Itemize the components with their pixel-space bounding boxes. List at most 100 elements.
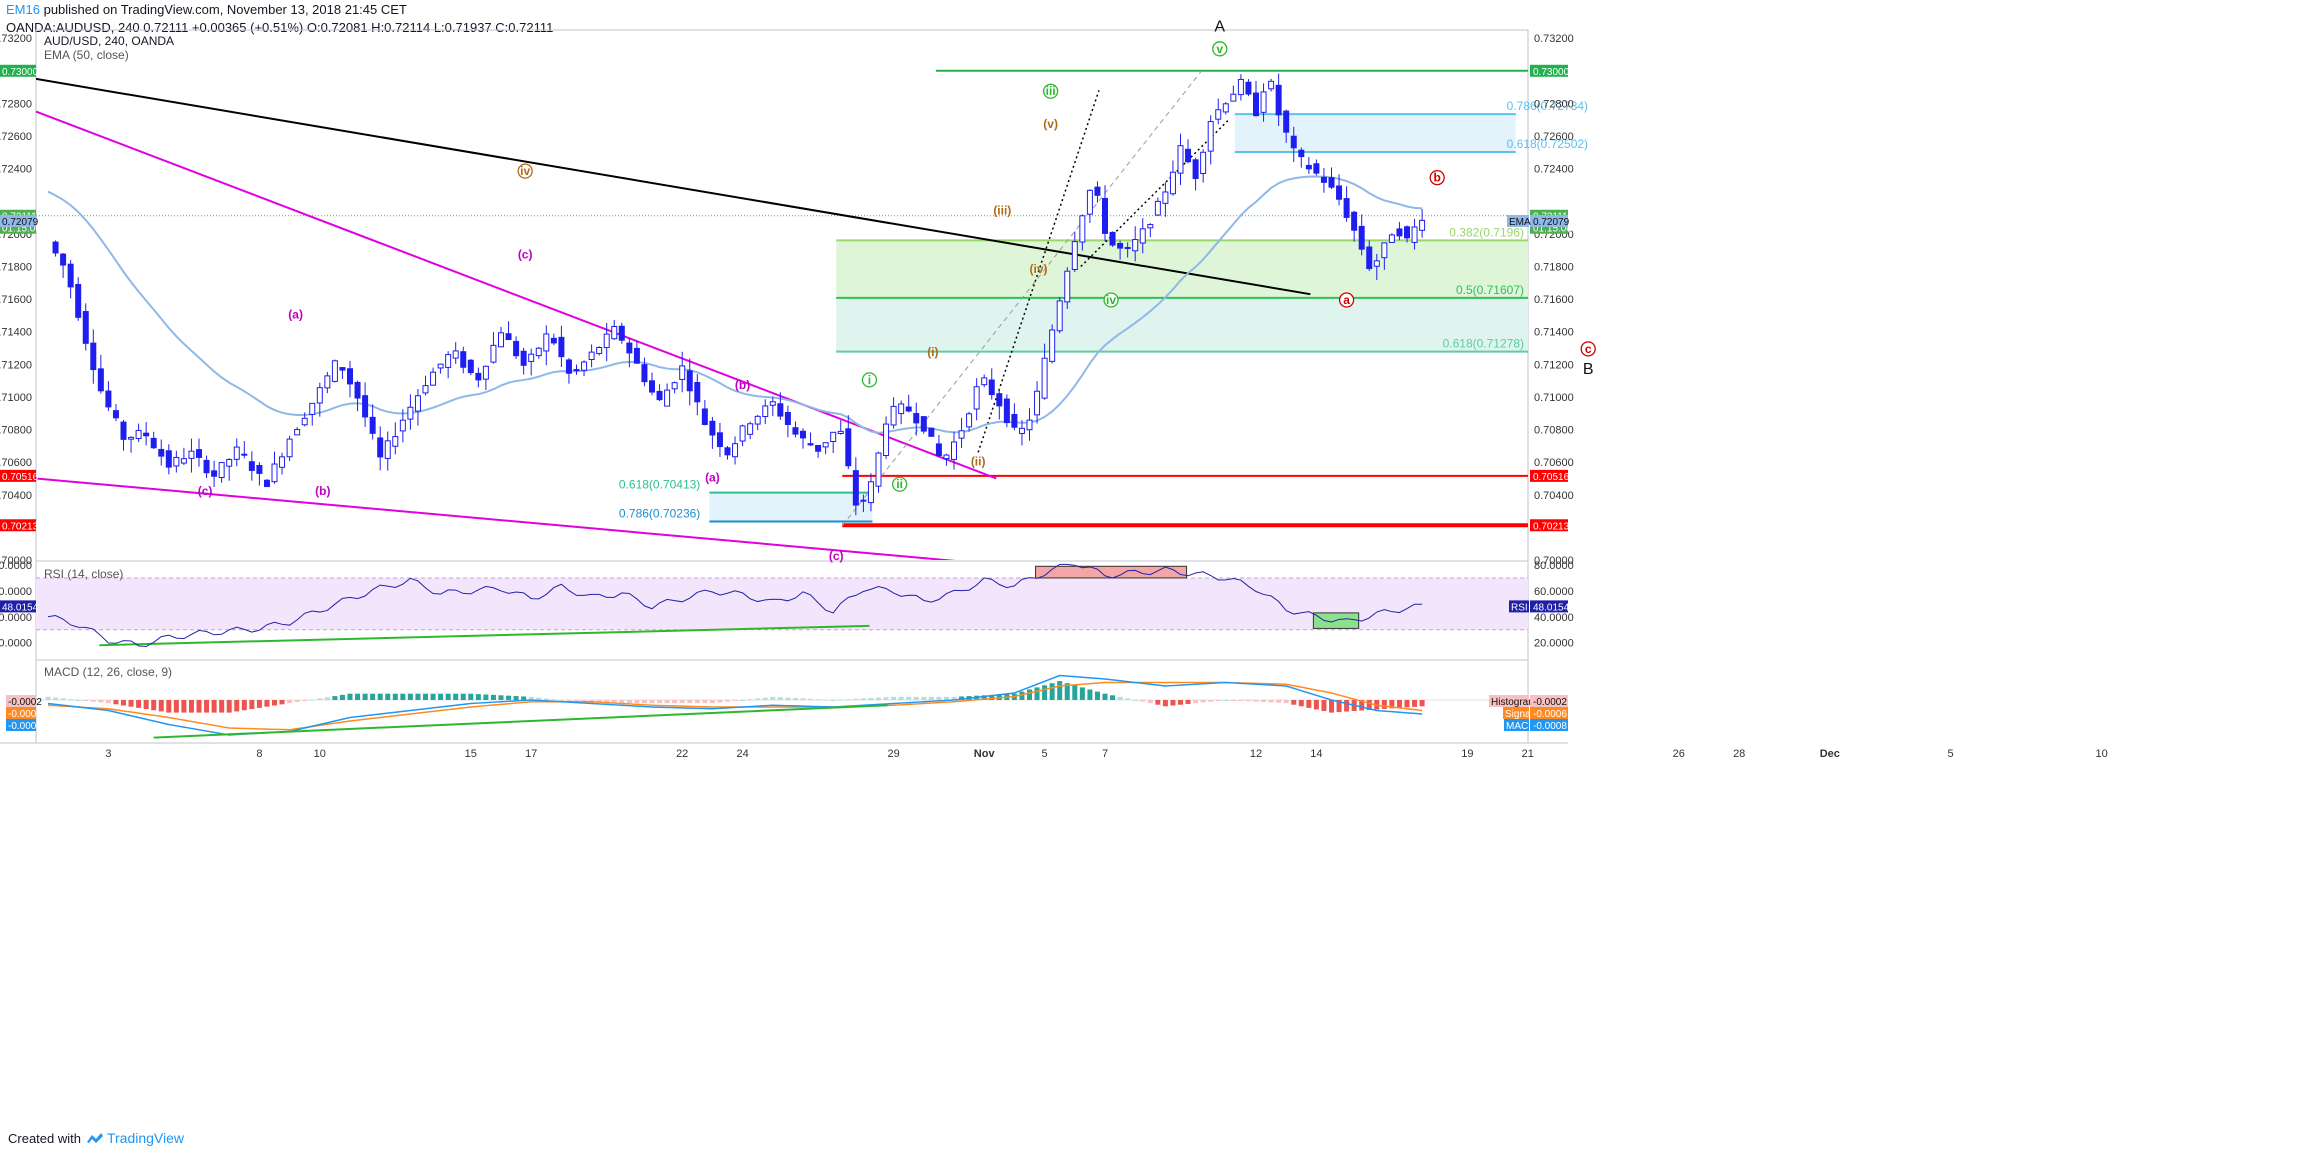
rsi-y-tick-right: 60.0000: [1534, 586, 1574, 598]
candle-body: [565, 359, 572, 374]
publisher-link[interactable]: EM16: [6, 2, 40, 17]
rsi-tag: RSI: [1511, 602, 1528, 613]
candle-body: [1147, 224, 1154, 229]
wave-label-circle: [1580, 341, 1596, 357]
rsi-y-tick-left: 80.0000: [0, 560, 32, 572]
candle-body: [294, 429, 301, 436]
macd-histogram-bar: [392, 693, 398, 700]
publish-line: EM16 published on TradingView.com, Novem…: [6, 2, 553, 18]
macd-histogram-bar: [430, 693, 436, 700]
candle-body: [822, 442, 829, 448]
macd-histogram-bar: [204, 700, 210, 713]
macd-histogram-bar: [241, 700, 247, 711]
macd-histogram-bar: [1291, 700, 1297, 705]
candle-body: [1056, 300, 1063, 332]
tradingview-brand[interactable]: TradingView: [86, 1130, 185, 1146]
x-tick: 22: [676, 748, 688, 760]
candle-body: [1388, 234, 1395, 243]
price-badge-text: 0.70516: [2, 472, 39, 483]
macd-legend: MACD (12, 26, close, 9): [44, 665, 172, 679]
ema-tag-bg: [1507, 214, 1529, 227]
candle-body: [898, 403, 905, 415]
candle-body: [860, 499, 867, 502]
tradingview-brand-label: TradingView: [106, 1130, 185, 1146]
y-tick-left: 0.71800: [0, 261, 32, 273]
candle-body: [747, 423, 754, 435]
macd-histogram-bar: [1419, 700, 1425, 707]
macd-histogram-bar: [845, 699, 851, 701]
candle-body: [800, 430, 806, 439]
macd-histogram-bar: [256, 700, 262, 708]
price-badge-bg: [1530, 214, 1568, 227]
y-tick-right: 0.70800: [1534, 425, 1574, 437]
macd-histogram-bar: [626, 700, 632, 704]
candle-body: [550, 337, 557, 344]
candle-body: [920, 416, 927, 432]
wave-label: iv: [1106, 293, 1116, 307]
macd-histogram-bar: [1057, 681, 1063, 700]
candle-body: [135, 429, 142, 440]
candle-body: [528, 353, 535, 362]
candle-body: [596, 347, 603, 354]
y-tick-right: 0.73200: [1534, 33, 1574, 45]
rsi-legend: RSI (14, close): [44, 567, 123, 581]
price-badge-bg: [0, 469, 36, 482]
candle-body: [399, 419, 406, 432]
wave-label: (c): [198, 484, 213, 498]
fib-label: 0.786(0.70236): [619, 507, 700, 521]
rsi-line: [47, 563, 1423, 648]
macd-histogram-bar: [513, 696, 519, 700]
macd-histogram-bar: [989, 694, 995, 700]
candle-body: [1011, 413, 1018, 428]
candle-body: [603, 333, 610, 349]
macd-histogram-bar: [272, 700, 277, 706]
wave-label: (b): [735, 378, 750, 392]
candle-body: [807, 443, 814, 446]
candle-body: [1018, 427, 1025, 434]
macd-histogram-bar: [1027, 689, 1032, 700]
candle-body: [958, 430, 965, 439]
candle-body: [694, 382, 701, 403]
candle-body: [1283, 110, 1290, 133]
macd-badge-right-text: -0.0002: [1533, 697, 1567, 708]
candle-body: [1071, 241, 1078, 270]
candle-body: [981, 377, 988, 386]
wave-label: (ii): [971, 454, 986, 468]
candle-body: [671, 382, 678, 390]
macd-histogram-bar: [1155, 700, 1161, 705]
candle-body: [150, 437, 157, 449]
price-badge-text: 01:15:00: [2, 224, 41, 235]
y-tick-right: 0.72800: [1534, 98, 1574, 110]
y-tick-left: 0.71400: [0, 327, 32, 339]
x-tick: 5: [1948, 748, 1954, 760]
macd-histogram-bar: [936, 696, 942, 700]
macd-histogram-bar: [808, 698, 814, 700]
wave-label: (c): [829, 549, 844, 563]
candle-body: [709, 420, 716, 436]
macd-histogram-bar: [709, 700, 715, 704]
macd-histogram-bar: [1087, 689, 1093, 700]
y-tick-right: 0.71000: [1534, 392, 1574, 404]
macd-histogram-bar: [1147, 700, 1153, 704]
wave-label-circle: [1042, 83, 1059, 99]
macd-histogram-bar: [1079, 687, 1085, 700]
candle-body: [1162, 191, 1169, 204]
candle-body: [943, 454, 950, 460]
candle-body: [641, 364, 648, 383]
macd-histogram-bar: [823, 699, 829, 701]
x-tick: 10: [2095, 748, 2107, 760]
rsi-badge-bg: [0, 600, 36, 613]
macd-histogram-bar: [694, 700, 700, 704]
candle-body: [392, 436, 399, 447]
price-badge-bg: [1530, 469, 1568, 482]
macd-histogram-bar: [725, 700, 730, 702]
candle-body: [951, 441, 957, 460]
macd-histogram-bar: [234, 700, 240, 712]
candle-body: [1366, 246, 1373, 270]
candle-body: [120, 421, 127, 440]
macd-histogram-bar: [1389, 700, 1395, 709]
x-tick: 29: [887, 748, 899, 760]
candle-body: [762, 405, 769, 417]
wave-label-circle: [517, 163, 533, 179]
